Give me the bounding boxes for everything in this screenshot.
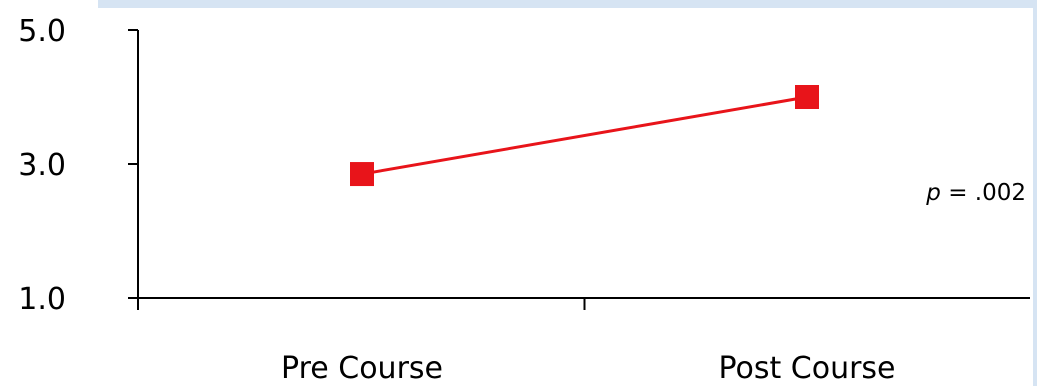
y-tick-label: 1.0 (18, 282, 66, 317)
x-category-label: Post Course (718, 351, 895, 386)
top-frame-band (98, 0, 1037, 8)
right-frame-edge (1033, 0, 1037, 386)
y-ticks: 5.0 3.0 1.0 (18, 14, 138, 317)
data-point-marker (350, 162, 374, 187)
y-tick-label: 5.0 (18, 14, 66, 49)
series-layer (350, 85, 819, 187)
x-ticks: Pre Course Post Course (281, 298, 896, 386)
x-category-label: Pre Course (281, 351, 443, 386)
series-line (361, 95, 808, 176)
y-tick-label: 3.0 (18, 148, 66, 183)
p-symbol: p (925, 180, 941, 206)
p-value-annotation: p = .002 (925, 180, 1026, 206)
p-value-text: = .002 (941, 180, 1026, 206)
data-point-marker (795, 85, 819, 109)
